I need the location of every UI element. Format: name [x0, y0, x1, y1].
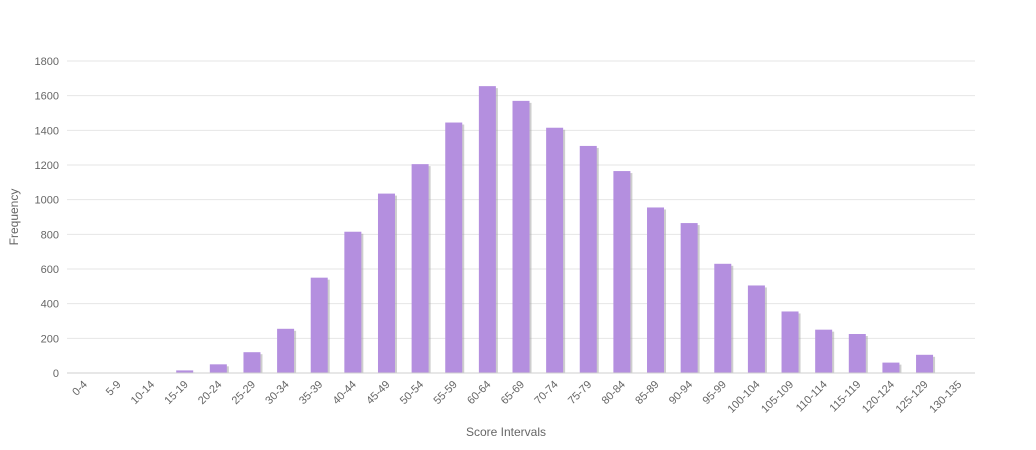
x-axis-ticks: 0-4 5-9 10-14 15-19 20-24 25-29 30-34 35-39 40-4…: [70, 379, 964, 416]
y-tick-label: 1800: [35, 56, 59, 68]
x-tick-label: 110-114: [794, 379, 830, 415]
y-tick-label: 1000: [35, 195, 59, 207]
x-tick-label: 0-4: [70, 379, 90, 399]
bar[interactable]: [680, 223, 698, 373]
bar[interactable]: [613, 171, 631, 373]
x-tick-label: 80-84: [600, 379, 628, 407]
bar[interactable]: [411, 164, 429, 373]
bar[interactable]: [714, 263, 732, 373]
bar[interactable]: [243, 352, 261, 373]
x-tick-label: 50-54: [398, 379, 426, 407]
bar[interactable]: [579, 145, 597, 373]
y-axis-ticks: 0 200 400 600 800 1000 1200 1400 1600 1800: [35, 56, 59, 380]
x-tick-label: 25-29: [230, 379, 258, 407]
y-tick-label: 400: [41, 299, 59, 311]
x-tick-label: 35-39: [297, 379, 325, 407]
bar[interactable]: [916, 354, 934, 373]
x-tick-label: 115-119: [828, 379, 864, 415]
bar[interactable]: [647, 207, 665, 373]
x-tick-label: 60-64: [465, 379, 493, 407]
x-tick-label: 100-104: [725, 379, 762, 416]
bar[interactable]: [848, 334, 866, 373]
x-tick-label: 5-9: [104, 379, 124, 399]
x-tick-label: 30-34: [263, 379, 291, 407]
bar[interactable]: [815, 329, 833, 373]
bars: [176, 86, 936, 374]
bar[interactable]: [512, 100, 530, 373]
x-tick-label: 55-59: [431, 379, 459, 407]
x-tick-label: 90-94: [667, 379, 695, 407]
y-tick-label: 200: [41, 333, 59, 345]
bar[interactable]: [377, 193, 395, 373]
x-tick-label: 15-19: [162, 379, 190, 407]
x-tick-label: 70-74: [532, 379, 560, 407]
x-tick-label: 125-129: [894, 379, 931, 416]
x-tick-label: 10-14: [129, 379, 157, 407]
bar[interactable]: [546, 127, 564, 373]
x-tick-label: 85-89: [633, 379, 661, 407]
x-tick-label: 65-69: [499, 379, 527, 407]
x-tick-label: 95-99: [701, 379, 729, 407]
bar[interactable]: [747, 285, 765, 373]
bar[interactable]: [781, 311, 799, 373]
y-tick-label: 600: [41, 264, 59, 276]
bar[interactable]: [882, 362, 900, 373]
bar[interactable]: [176, 370, 194, 373]
y-tick-label: 1400: [35, 125, 59, 137]
y-tick-label: 1600: [35, 91, 59, 103]
bar[interactable]: [478, 86, 496, 373]
bar[interactable]: [445, 122, 463, 374]
x-tick-label: 45-49: [364, 379, 392, 407]
x-tick-label: 20-24: [196, 379, 224, 407]
x-tick-label: 130-135: [927, 379, 964, 416]
bar[interactable]: [209, 364, 227, 373]
y-tick-label: 0: [53, 368, 59, 380]
x-tick-label: 105-109: [759, 379, 796, 416]
y-axis-title: Frequency: [7, 189, 21, 246]
x-tick-label: 120-124: [860, 379, 897, 416]
y-tick-label: 1200: [35, 160, 59, 172]
y-tick-label: 800: [41, 229, 59, 241]
bar[interactable]: [344, 231, 362, 373]
bar[interactable]: [277, 328, 295, 373]
x-tick-label: 40-44: [331, 379, 359, 407]
bar[interactable]: [310, 277, 328, 373]
x-tick-label: 75-79: [566, 379, 594, 407]
x-axis-title: Score Intervals: [466, 425, 546, 439]
